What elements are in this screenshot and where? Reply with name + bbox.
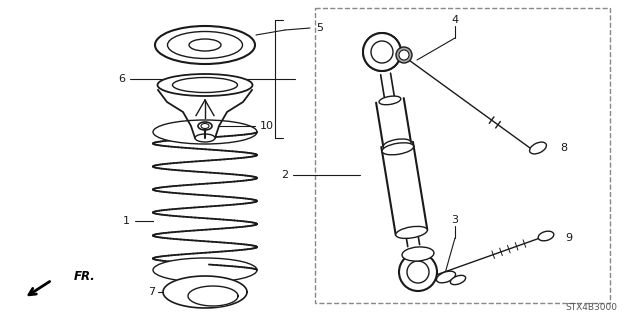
Circle shape bbox=[371, 41, 393, 63]
Ellipse shape bbox=[383, 139, 411, 150]
Bar bbox=[315, 8, 610, 303]
Ellipse shape bbox=[529, 142, 547, 154]
Text: 4: 4 bbox=[451, 15, 459, 25]
Text: 2: 2 bbox=[281, 170, 288, 180]
Ellipse shape bbox=[168, 32, 243, 58]
Polygon shape bbox=[163, 276, 247, 308]
Circle shape bbox=[399, 50, 409, 60]
Ellipse shape bbox=[382, 143, 413, 155]
Text: 6: 6 bbox=[118, 74, 125, 84]
Circle shape bbox=[396, 47, 412, 63]
Ellipse shape bbox=[201, 123, 209, 129]
Ellipse shape bbox=[198, 122, 212, 130]
Ellipse shape bbox=[371, 41, 393, 63]
Text: 7: 7 bbox=[148, 287, 155, 297]
Ellipse shape bbox=[153, 258, 257, 282]
Ellipse shape bbox=[363, 33, 401, 71]
Text: 5: 5 bbox=[316, 23, 323, 33]
Circle shape bbox=[399, 253, 437, 291]
Ellipse shape bbox=[189, 39, 221, 51]
Ellipse shape bbox=[379, 96, 401, 105]
Text: 8: 8 bbox=[560, 143, 567, 153]
Text: 9: 9 bbox=[565, 233, 572, 243]
Ellipse shape bbox=[396, 226, 428, 238]
Text: 1: 1 bbox=[123, 216, 130, 226]
Ellipse shape bbox=[195, 134, 215, 142]
Ellipse shape bbox=[173, 78, 237, 93]
Text: 3: 3 bbox=[451, 215, 458, 225]
Polygon shape bbox=[188, 286, 238, 306]
Text: STX4B3000: STX4B3000 bbox=[565, 303, 617, 313]
Ellipse shape bbox=[157, 74, 253, 96]
Ellipse shape bbox=[155, 26, 255, 64]
Ellipse shape bbox=[538, 231, 554, 241]
Ellipse shape bbox=[436, 271, 456, 283]
Text: FR.: FR. bbox=[74, 270, 96, 283]
Ellipse shape bbox=[451, 275, 466, 285]
Circle shape bbox=[407, 261, 429, 283]
Ellipse shape bbox=[402, 247, 434, 261]
Ellipse shape bbox=[153, 120, 257, 144]
Circle shape bbox=[363, 33, 401, 71]
Text: 10: 10 bbox=[260, 121, 274, 131]
